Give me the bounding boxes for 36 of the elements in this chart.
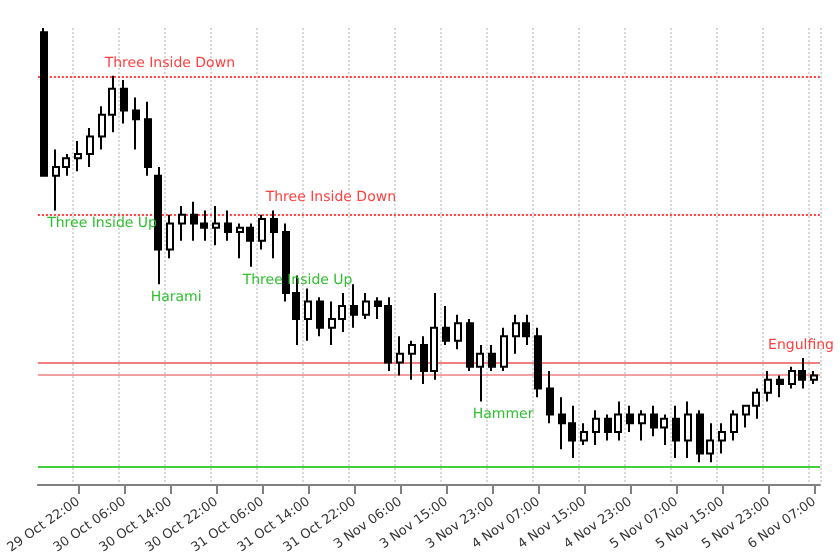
- candlestick: [166, 213, 174, 260]
- candlestick: [638, 409, 646, 442]
- candlestick: [442, 304, 450, 347]
- candlestick: [40, 27, 48, 177]
- candlestick: [304, 287, 312, 342]
- candlestick: [454, 313, 462, 351]
- candlestick: [212, 205, 220, 247]
- candlestick: [350, 283, 358, 329]
- candlestick: [408, 339, 416, 381]
- candlestick: [258, 213, 266, 251]
- candlestick: [178, 205, 186, 242]
- candlestick: [592, 409, 600, 446]
- candlestick: [362, 291, 370, 320]
- candlestick: [86, 126, 94, 168]
- candlestick: [810, 370, 818, 386]
- candlestick: [580, 422, 588, 446]
- candlestick: [546, 370, 554, 425]
- candlestick: [718, 422, 726, 455]
- candlestick: [144, 100, 152, 177]
- candlestick: [488, 344, 496, 373]
- candlestick: [730, 409, 738, 442]
- candlestick: [120, 79, 128, 125]
- candlestick: [316, 296, 324, 338]
- candlestick: [684, 400, 692, 459]
- candlestick: [74, 139, 82, 173]
- candlestick: [270, 209, 278, 260]
- candlestick: [764, 370, 772, 403]
- candlestick: [534, 326, 542, 399]
- candlestick: [396, 335, 404, 377]
- candlestick: [672, 404, 680, 459]
- candlestick: [132, 96, 140, 151]
- candlestick: [224, 209, 232, 242]
- candlestick: [626, 404, 634, 433]
- candlestick: [776, 374, 784, 399]
- candlestick: [154, 165, 162, 286]
- candlestick: [500, 326, 508, 373]
